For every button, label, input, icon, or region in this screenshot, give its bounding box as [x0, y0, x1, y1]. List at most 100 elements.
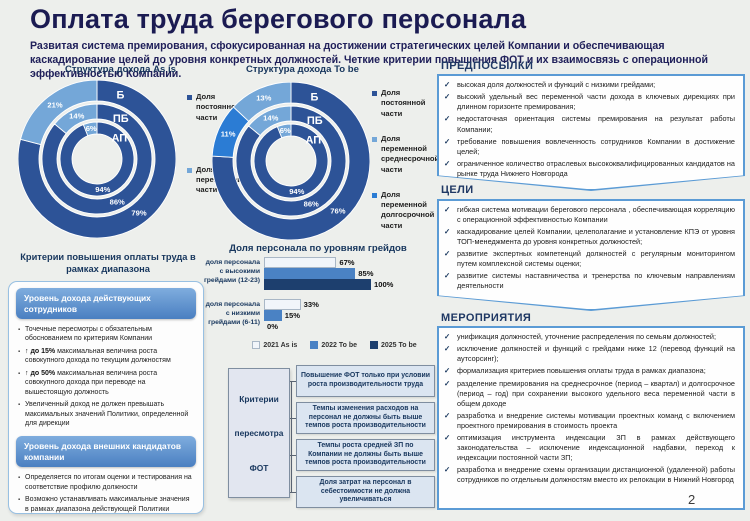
bar-chart-title: Доля персонала по уровням грейдов	[229, 243, 407, 254]
premises-list: ✓ высокая доля должностей и функций с низ…	[437, 74, 745, 195]
legend-item: Доля переменной долгосрочной части	[372, 190, 434, 231]
fot-connector-stub	[290, 381, 296, 383]
fot-criterion-box: Темпы изменения расходов на персонал не …	[296, 402, 435, 434]
bullet-icon: ▪	[18, 475, 21, 482]
check-icon: ✓	[444, 433, 451, 443]
bar-line: 15%	[264, 310, 437, 321]
check-item-text: высокий удельный вес переменной части до…	[457, 92, 735, 112]
bullet-list-item: ▪ Увеличенный доход не должен превышать м…	[18, 400, 194, 428]
check-item-text: недостаточная ориентация системы премиро…	[457, 114, 735, 134]
page-number: 2	[688, 492, 696, 507]
section-heading-goals: ЦЕЛИ	[441, 184, 474, 196]
banner-current-employees: Уровень дохода действующих сотрудников	[16, 288, 196, 319]
bar-rect	[264, 299, 301, 310]
bar-value-label: 0%	[267, 322, 278, 331]
check-item-text: каскадирование целей Компании, целеполаг…	[457, 227, 735, 247]
donut-chart-as-is: 79% 21% Б 86% 14% ПБ 94% 6% АП	[18, 80, 176, 238]
check-icon: ✓	[444, 344, 451, 354]
check-item-text: требование повышения вовлеченность сотру…	[457, 136, 735, 156]
bar-value-label: 100%	[374, 280, 394, 289]
legend-label: Доля постоянной части	[196, 92, 241, 122]
goals-box: ✓ гибкая система мотивации берегового пер…	[437, 199, 745, 311]
check-list-item: ✓ развитие экспертных компетенций должнос…	[444, 249, 735, 269]
banner-external-candidates: Уровень дохода внешних кандидатов компан…	[16, 436, 196, 468]
bullet-list-item: ▪ Точечные пересмотры с обязательным обос…	[18, 325, 194, 344]
fot-connector-stub	[290, 492, 296, 494]
donut-segment	[247, 105, 292, 137]
donut-segment-value: 14%	[263, 114, 278, 123]
bullet-list-item: ▪ ↑ до 50% максимальная величина роста со…	[18, 369, 194, 397]
donut-segment-value: 79%	[131, 209, 146, 218]
bar-line: 33%	[264, 299, 437, 310]
fot-criterion-box: Повышение ФОТ только при условии роста п…	[296, 365, 435, 397]
donut-segment-value: 21%	[47, 100, 62, 109]
check-icon: ✓	[444, 271, 451, 281]
legend-label: Доля постоянной части	[381, 88, 426, 118]
fot-connector-stub	[290, 455, 296, 457]
check-icon: ✓	[444, 205, 451, 214]
bar-category-label: доля персонала с высокими грейдами (12-2…	[203, 259, 260, 284]
bullet-icon: ▪	[18, 402, 21, 409]
fot-connector-line	[291, 381, 293, 493]
donut-tobe-legend: Доля постоянной части Доля переменной сре…	[372, 88, 439, 246]
fot-hub-word: ФОТ	[249, 462, 269, 473]
donut-ring-label: АП	[305, 134, 321, 146]
donut-segment	[59, 121, 135, 197]
bar-legend-item: 2022 To be	[310, 341, 357, 349]
donut-segment-value: 11%	[221, 129, 236, 138]
bar-line: 85%	[264, 268, 437, 279]
current-employees-bullets: ▪ Точечные пересмотры с обязательным обос…	[18, 325, 194, 428]
donut-segment	[235, 105, 347, 217]
check-list-item: ✓ унификация должностей, уточнение распре…	[444, 332, 735, 342]
check-icon: ✓	[444, 332, 451, 341]
legend-marker	[187, 95, 192, 100]
external-candidates-bullets: ▪ Определяется по итогам оценки и тестиро…	[18, 473, 194, 514]
donut-segment	[212, 82, 370, 240]
bar-rect	[264, 257, 337, 268]
legend-marker	[187, 167, 192, 173]
donut-segment	[82, 121, 98, 137]
bullet-icon: ▪	[18, 327, 21, 333]
criteria-panel-header: Критерии повышения оплаты труда в рамках…	[20, 252, 196, 275]
bar-chart: доля персонала с высокими грейдами (12-2…	[202, 257, 437, 341]
check-list-item: ✓ разделение премирования на среднесрочно…	[444, 379, 735, 409]
check-item-text: разделение премирования на среднесрочное…	[457, 378, 735, 408]
bar-rect	[264, 279, 371, 290]
check-item-text: гибкая система мотивации берегового перс…	[457, 205, 735, 225]
bullet-icon: ▪	[18, 497, 21, 504]
bullet-list-item: ▪ ↑ до 15% максимальная величина роста со…	[18, 347, 194, 366]
check-list-item: ✓ гибкая система мотивации берегового пер…	[444, 205, 735, 225]
check-icon: ✓	[444, 465, 451, 475]
legend-marker	[372, 136, 377, 142]
bar-legend-swatch	[252, 341, 261, 349]
check-icon: ✓	[444, 136, 451, 146]
check-item-text: унификация должностей, уточнение распред…	[457, 332, 716, 341]
donut-ring-label: Б	[310, 92, 318, 104]
fot-criteria-hub: Критерии пересмотра ФОТ	[228, 368, 290, 498]
check-item-text: исключение должностей и функций с грейда…	[457, 344, 735, 364]
check-list-item: ✓ исключение должностей и функций с грейд…	[444, 344, 735, 364]
activities-box-fill	[438, 327, 744, 509]
page-title: Оплата труда берегового персонала	[30, 4, 527, 34]
check-icon: ✓	[444, 80, 451, 89]
premises-box: ✓ высокая доля должностей и функций с низ…	[437, 74, 745, 191]
legend-marker	[372, 91, 377, 96]
bar-line: 0%	[264, 321, 437, 332]
bullet-item-text: Определяется по итогам оценки и тестиров…	[25, 474, 192, 491]
check-list-item: ✓ оптимизация инструмента индексации ЗП в…	[444, 433, 735, 463]
bar-legend-swatch	[370, 341, 378, 349]
check-icon: ✓	[444, 366, 451, 376]
check-list-item: ✓ требование повышения вовлеченность сотр…	[444, 137, 735, 157]
check-icon: ✓	[444, 411, 451, 420]
check-item-text: развитие экспертных компетенций должност…	[457, 249, 735, 269]
bar-lines: 67% 85% 100%	[264, 257, 437, 290]
donut-segment	[276, 123, 292, 139]
check-list-item: ✓ недостаточная ориентация системы премир…	[444, 114, 735, 134]
donut-segment-value: 6%	[86, 124, 97, 133]
bar-lines: 33% 15% 0%	[264, 299, 437, 332]
section-heading-activities: МЕРОПРИЯТИЯ	[441, 312, 532, 324]
donut-ring-label: Б	[116, 90, 124, 102]
fot-criterion-box: Темпы роста средней ЗП по Компании не до…	[296, 439, 435, 471]
bar-legend-item: 2021 As is	[252, 341, 297, 349]
donut-segment	[41, 103, 153, 215]
